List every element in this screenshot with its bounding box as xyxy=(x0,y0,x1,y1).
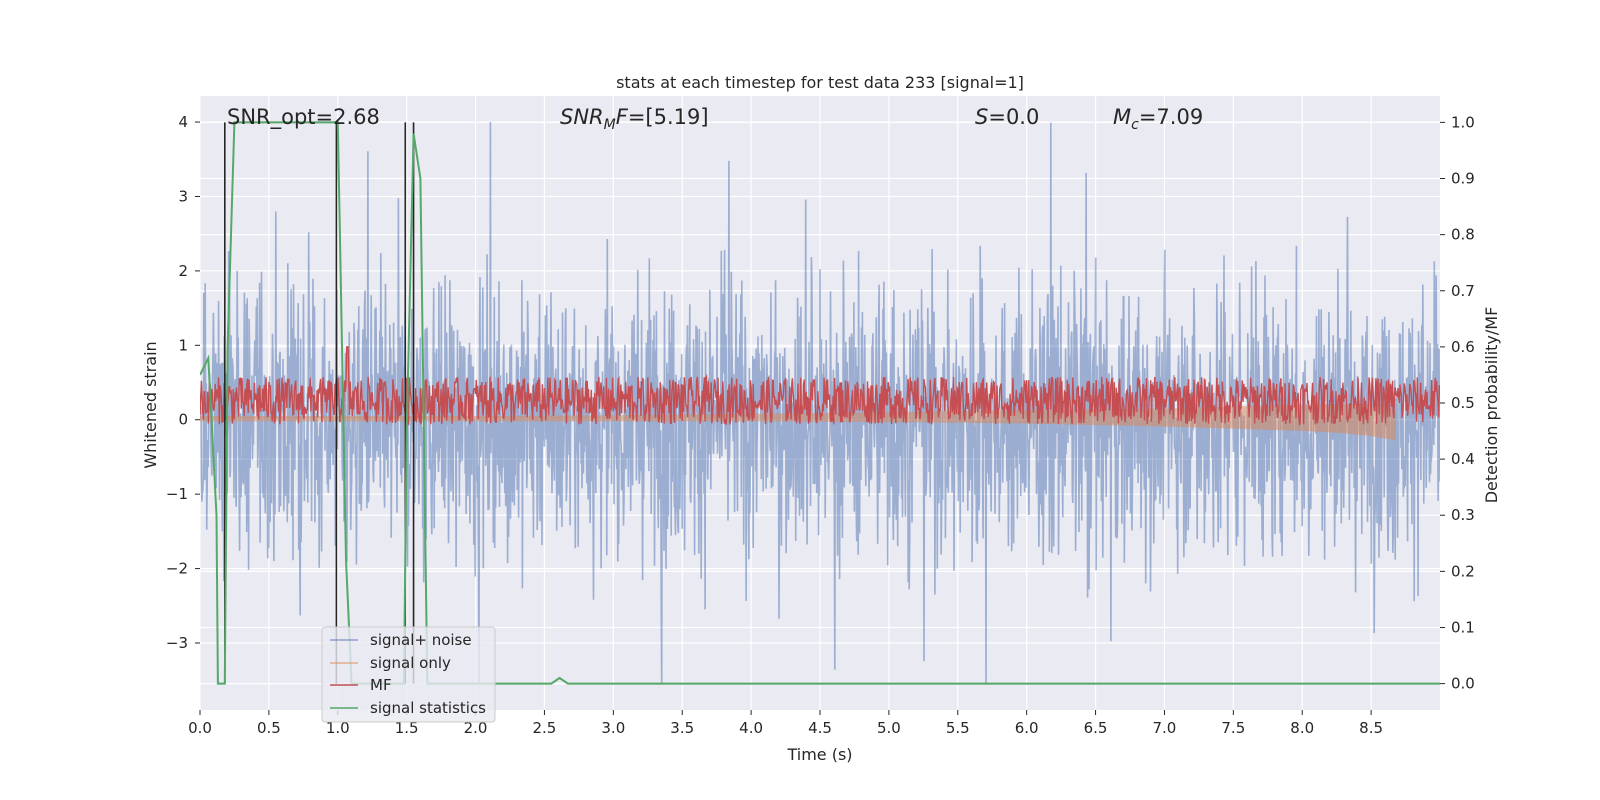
mf-line xyxy=(200,346,1440,427)
y-right-tick-label: 0.3 xyxy=(1451,506,1475,524)
y-right-tick-label: 0.8 xyxy=(1451,226,1475,244)
annotation-snr-opt: SNR_opt=2.68 xyxy=(227,105,380,130)
y-right-tick-label: 0.9 xyxy=(1451,170,1475,188)
y-axis-right-label: Detection probability/MF xyxy=(1482,307,1501,504)
annotation-mc: Mc=7.09 xyxy=(1113,105,1203,133)
x-tick-label: 2.0 xyxy=(464,719,488,737)
annotation-snr-mf: SNRMF=[5.19] xyxy=(560,105,709,133)
x-tick-label: 8.5 xyxy=(1359,719,1383,737)
annotations: SNR_opt=2.68 SNRMF=[5.19] S=0.0 Mc=7.09 xyxy=(227,105,1203,133)
y-right-tick-label: 0.6 xyxy=(1451,338,1475,356)
legend: signal+ noise signal only MF signal stat… xyxy=(321,626,496,723)
y-right-tick-label: 0.4 xyxy=(1451,450,1475,468)
y-right-tick-label: 0.0 xyxy=(1451,675,1475,693)
x-tick-label: 1.5 xyxy=(395,719,419,737)
y-tick-label: −1 xyxy=(166,485,188,503)
x-tick-label: 7.0 xyxy=(1153,719,1177,737)
y-axis-label: Whitened strain xyxy=(141,341,160,468)
y-right-tick-label: 0.5 xyxy=(1451,394,1475,412)
y-tick-label: 2 xyxy=(178,262,188,280)
x-tick-label: 1.0 xyxy=(326,719,350,737)
y-tick-label: 3 xyxy=(178,187,188,205)
x-tick-label: 2.5 xyxy=(533,719,557,737)
y-right-tick-label: 0.1 xyxy=(1451,618,1475,636)
y-right-tick-label: 0.7 xyxy=(1451,282,1475,300)
legend-box xyxy=(321,626,496,723)
x-tick-label: 3.0 xyxy=(601,719,625,737)
y-tick-label: 0 xyxy=(178,411,188,429)
mf-series xyxy=(200,346,1440,427)
legend-label-signal-only: signal only xyxy=(370,654,451,672)
x-tick-label: 0.0 xyxy=(188,719,212,737)
y-tick-label: 1 xyxy=(178,336,188,354)
legend-label-mf: MF xyxy=(370,676,392,694)
chart-title: stats at each timestep for test data 233… xyxy=(616,73,1024,92)
legend-label-signal-statistics: signal statistics xyxy=(370,699,486,717)
x-tick-label: 4.0 xyxy=(739,719,763,737)
y-right-tick-label: 1.0 xyxy=(1451,113,1475,131)
legend-label-signal-noise: signal+ noise xyxy=(370,631,472,649)
x-tick-label: 5.5 xyxy=(946,719,970,737)
y-right-tick-label: 0.2 xyxy=(1451,562,1475,580)
y-axis-right: 0.0 0.1 0.2 0.3 0.4 0.5 0.6 0.7 0.8 0.9 1.0 xyxy=(1440,113,1475,693)
y-tick-label: −3 xyxy=(166,634,188,652)
x-tick-label: 8.0 xyxy=(1290,719,1314,737)
annotation-s: S=0.0 xyxy=(975,105,1039,129)
x-axis-label: Time (s) xyxy=(786,745,852,764)
x-tick-label: 4.5 xyxy=(808,719,832,737)
x-tick-label: 3.5 xyxy=(670,719,694,737)
x-axis: 0.0 0.5 1.0 1.5 2.0 2.5 3.0 3.5 4.0 4.5 5.0 5.5 6.0 6… xyxy=(188,710,1383,737)
y-tick-label: −2 xyxy=(166,560,188,578)
y-tick-label: 4 xyxy=(178,113,188,131)
x-tick-label: 0.5 xyxy=(257,719,281,737)
x-tick-label: 6.5 xyxy=(1084,719,1108,737)
x-tick-label: 5.0 xyxy=(877,719,901,737)
y-axis-left: −3 −2 −1 0 1 2 3 4 xyxy=(166,113,200,652)
x-tick-label: 6.0 xyxy=(1015,719,1039,737)
x-tick-label: 7.5 xyxy=(1221,719,1245,737)
